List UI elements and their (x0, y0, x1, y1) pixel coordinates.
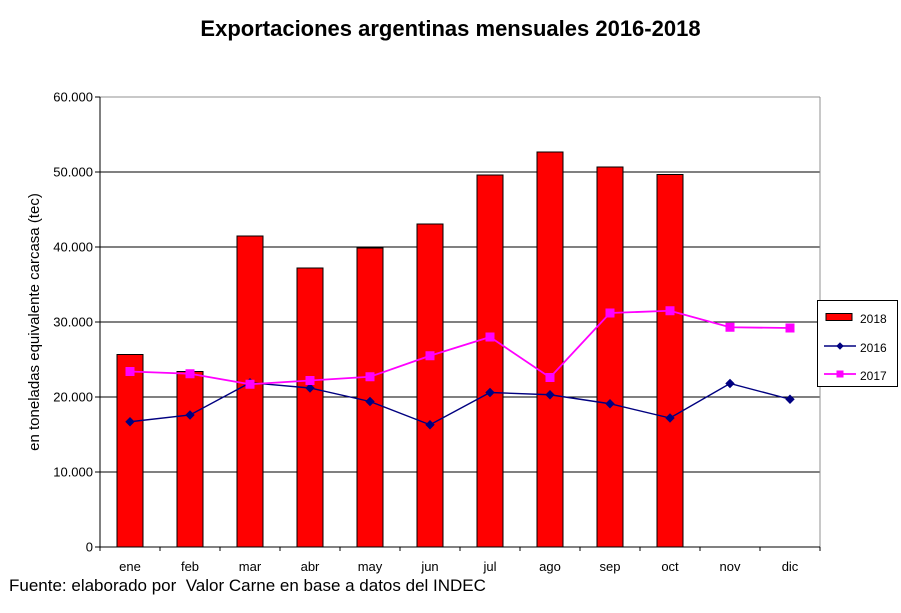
legend-swatch-graphic (824, 342, 856, 350)
marker-2017-ago (545, 373, 555, 382)
legend-label: 2016 (860, 341, 887, 355)
legend-entry-2018: 2018 (824, 312, 887, 326)
legend-label: 2017 (860, 369, 887, 383)
marker-2017-ene (125, 367, 135, 376)
legend-swatch-graphic (824, 370, 856, 378)
x-tick-label: jun (420, 559, 438, 574)
marker-2017-nov (725, 322, 735, 332)
bar-2018-sep (596, 166, 624, 548)
y-tick-label: 20.000 (53, 390, 93, 405)
x-tick-label: sep (600, 559, 621, 574)
x-tick-label: feb (181, 559, 199, 574)
marker-2016-nov (725, 378, 735, 389)
legend-diamond-marker (836, 342, 844, 350)
bar-2018-jun (416, 223, 444, 548)
bar-2018-oct (656, 173, 684, 548)
marker-2016-abr (305, 383, 315, 393)
marker-2016-sep (605, 399, 615, 409)
bar-2018-mar (236, 235, 264, 548)
bar-2018-feb (176, 371, 204, 548)
marker-2016-ene (125, 417, 135, 427)
legend-swatch-graphic (825, 313, 853, 321)
x-tick-label: jul (482, 559, 496, 574)
bar-2018-ago (536, 151, 564, 548)
line-2017 (129, 309, 791, 386)
legend-square-marker (836, 370, 844, 378)
y-tick-label: 60.000 (53, 90, 93, 105)
marker-2016-ago (545, 390, 555, 400)
marker-2017-oct (665, 306, 675, 316)
x-tick-label: may (358, 559, 383, 574)
marker-2016-oct (665, 413, 675, 423)
marker-2017-jun (425, 351, 435, 361)
x-tick-label: ago (539, 559, 561, 574)
legend-swatch-2018-bar (824, 310, 856, 328)
y-tick-label: 40.000 (53, 240, 93, 255)
marker-2017-may (365, 372, 375, 382)
legend-bar-swatch (825, 313, 853, 321)
x-tick-label: ene (119, 559, 141, 574)
marker-2017-dic (785, 323, 795, 333)
y-tick-label: 10.000 (53, 465, 93, 480)
legend: 2018 2016 2017 (817, 300, 898, 387)
bar-2018-jul (476, 174, 504, 548)
legend-swatch-2016-line (824, 339, 856, 357)
y-tick-label: 50.000 (53, 165, 93, 180)
y-tick-label: 30.000 (53, 315, 93, 330)
x-tick-label: mar (239, 559, 262, 574)
marker-2016-feb (185, 410, 195, 420)
bar-2018-abr (296, 267, 324, 548)
chart-title: Exportaciones argentinas mensuales 2016-… (200, 16, 701, 41)
legend-label: 2018 (860, 312, 887, 326)
legend-entry-2016: 2016 (824, 341, 887, 355)
marker-2017-sep (605, 308, 615, 318)
x-tick-label: dic (782, 559, 799, 574)
marker-2016-dic (785, 394, 795, 404)
marker-2017-mar (245, 379, 255, 389)
bar-2018-ene (116, 353, 144, 548)
x-tick-label: abr (301, 559, 320, 574)
marker-2016-jun (425, 420, 435, 430)
source-note: Fuente: elaborado por Valor Carne en bas… (9, 576, 486, 595)
legend-entry-2017: 2017 (824, 369, 887, 383)
marker-2017-abr (305, 376, 315, 385)
marker-2016-may (365, 396, 375, 407)
marker-2017-jul (485, 332, 495, 342)
marker-2017-feb (185, 369, 195, 379)
x-tick-label: nov (720, 559, 741, 574)
marker-2016-jul (485, 387, 495, 398)
legend-swatch-2017-line (824, 367, 856, 385)
x-tick-label: oct (661, 559, 679, 574)
line-2016 (129, 382, 791, 426)
y-tick-label: 0 (86, 540, 93, 555)
